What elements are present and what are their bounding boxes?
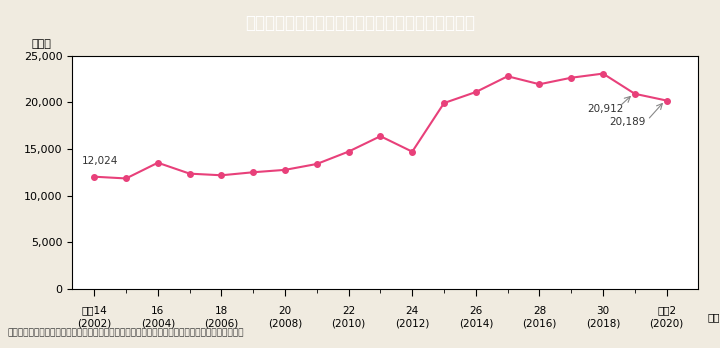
Text: 16: 16 xyxy=(151,306,164,316)
Text: (2014): (2014) xyxy=(459,319,493,329)
Text: 22: 22 xyxy=(342,306,355,316)
Text: (2012): (2012) xyxy=(395,319,429,329)
Text: （件）: （件） xyxy=(31,39,51,49)
Text: (2016): (2016) xyxy=(522,319,557,329)
Text: 30: 30 xyxy=(596,306,610,316)
Text: (2008): (2008) xyxy=(268,319,302,329)
Text: 平成14: 平成14 xyxy=(81,306,107,316)
Text: 28: 28 xyxy=(533,306,546,316)
Text: 18: 18 xyxy=(215,306,228,316)
Text: (2004): (2004) xyxy=(140,319,175,329)
Text: Ｉ－７－７図　ストーカー事案の相談等件数の推移: Ｉ－７－７図 ストーカー事案の相談等件数の推移 xyxy=(245,14,475,32)
Text: (2010): (2010) xyxy=(331,319,366,329)
Text: （年）: （年） xyxy=(708,312,720,322)
Text: (2018): (2018) xyxy=(586,319,620,329)
Text: (2002): (2002) xyxy=(77,319,112,329)
Text: 20: 20 xyxy=(279,306,292,316)
Text: 20,189: 20,189 xyxy=(609,117,646,127)
Text: 12,024: 12,024 xyxy=(81,156,118,166)
Text: (2020): (2020) xyxy=(649,319,684,329)
Text: 令和2: 令和2 xyxy=(657,306,676,316)
Text: 26: 26 xyxy=(469,306,482,316)
Text: 24: 24 xyxy=(405,306,419,316)
Text: （備考）警察庁「ストーカー事案及び配偶者からの暴力事案等への対応状況について」より作成。: （備考）警察庁「ストーカー事案及び配偶者からの暴力事案等への対応状況について」よ… xyxy=(7,329,243,338)
Text: (2006): (2006) xyxy=(204,319,238,329)
Text: 20,912: 20,912 xyxy=(587,104,624,114)
